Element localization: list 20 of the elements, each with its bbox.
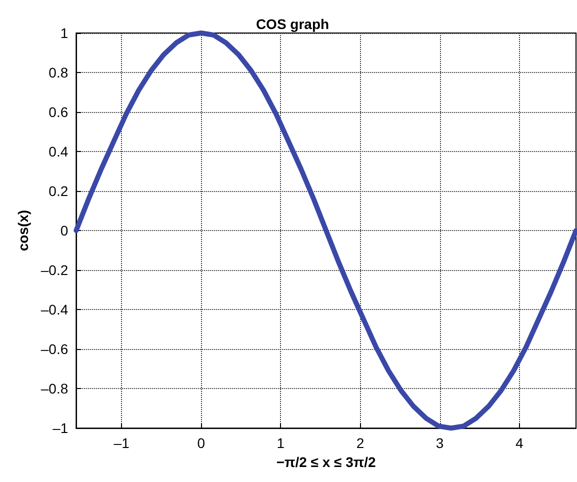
y-tick-label: 0.6 xyxy=(48,104,68,120)
x-axis-title: −π/2 ≤ x ≤ 3π/2 xyxy=(276,454,376,470)
y-tick-label: –0.6 xyxy=(40,341,68,358)
x-tick-label: 1 xyxy=(276,435,285,452)
y-tick-label: 0 xyxy=(60,222,68,239)
y-tick-label: –0.4 xyxy=(40,302,68,318)
y-tick-label: 0.2 xyxy=(48,183,68,200)
y-tick-label: 0.8 xyxy=(48,64,68,81)
x-tick-label: 4 xyxy=(515,435,524,452)
chart-title: COS graph xyxy=(256,16,330,32)
y-axis-title: cos(x) xyxy=(15,210,31,252)
x-tick-label: 0 xyxy=(197,435,206,452)
x-tick-label: 3 xyxy=(436,435,444,452)
y-tick-label: –0.2 xyxy=(40,262,68,278)
y-tick-label: –1 xyxy=(52,420,68,436)
x-tick-label: 2 xyxy=(356,435,364,452)
y-tick-label: –0.8 xyxy=(40,380,68,397)
y-tick-label: 0.4 xyxy=(48,144,68,160)
x-tick-label: –1 xyxy=(114,435,130,452)
y-tick-label: 1 xyxy=(60,25,68,41)
